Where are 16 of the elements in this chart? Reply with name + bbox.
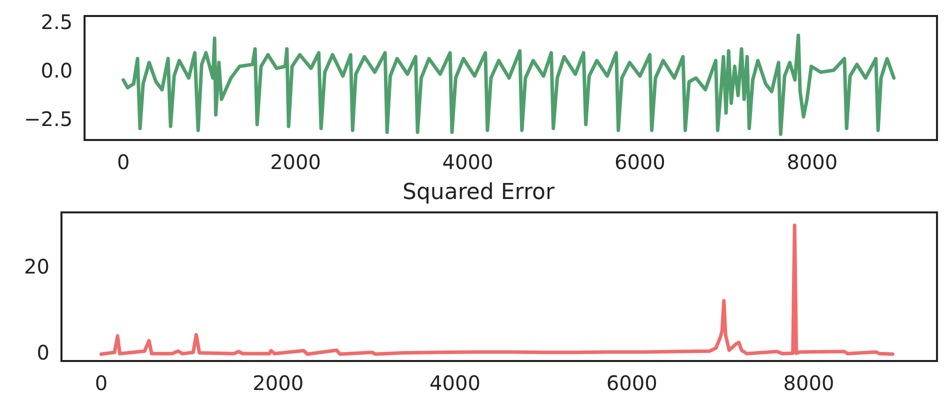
x-tick-label: 2000 <box>270 150 321 174</box>
x-tick-label: 0 <box>116 150 130 174</box>
y-tick-label: 0 <box>36 340 50 365</box>
y-tick-label: 0.0 <box>40 58 73 82</box>
chart-title: Squared Error <box>402 180 556 205</box>
x-tick-label: 4000 <box>442 150 494 174</box>
x-tick-label: 2000 <box>252 371 304 396</box>
x-tick-label: 4000 <box>430 371 480 396</box>
y-tick-label: −2.5 <box>24 106 73 131</box>
y-tick-label: 2.5 <box>40 10 73 34</box>
y-tick-label: 20 <box>24 254 50 279</box>
x-tick-label: 6000 <box>614 150 666 174</box>
x-tick-label: 0 <box>94 371 108 396</box>
x-tick-label: 8000 <box>786 150 838 174</box>
x-tick-label: 8000 <box>783 371 834 396</box>
x-tick-label: 6000 <box>606 371 658 396</box>
